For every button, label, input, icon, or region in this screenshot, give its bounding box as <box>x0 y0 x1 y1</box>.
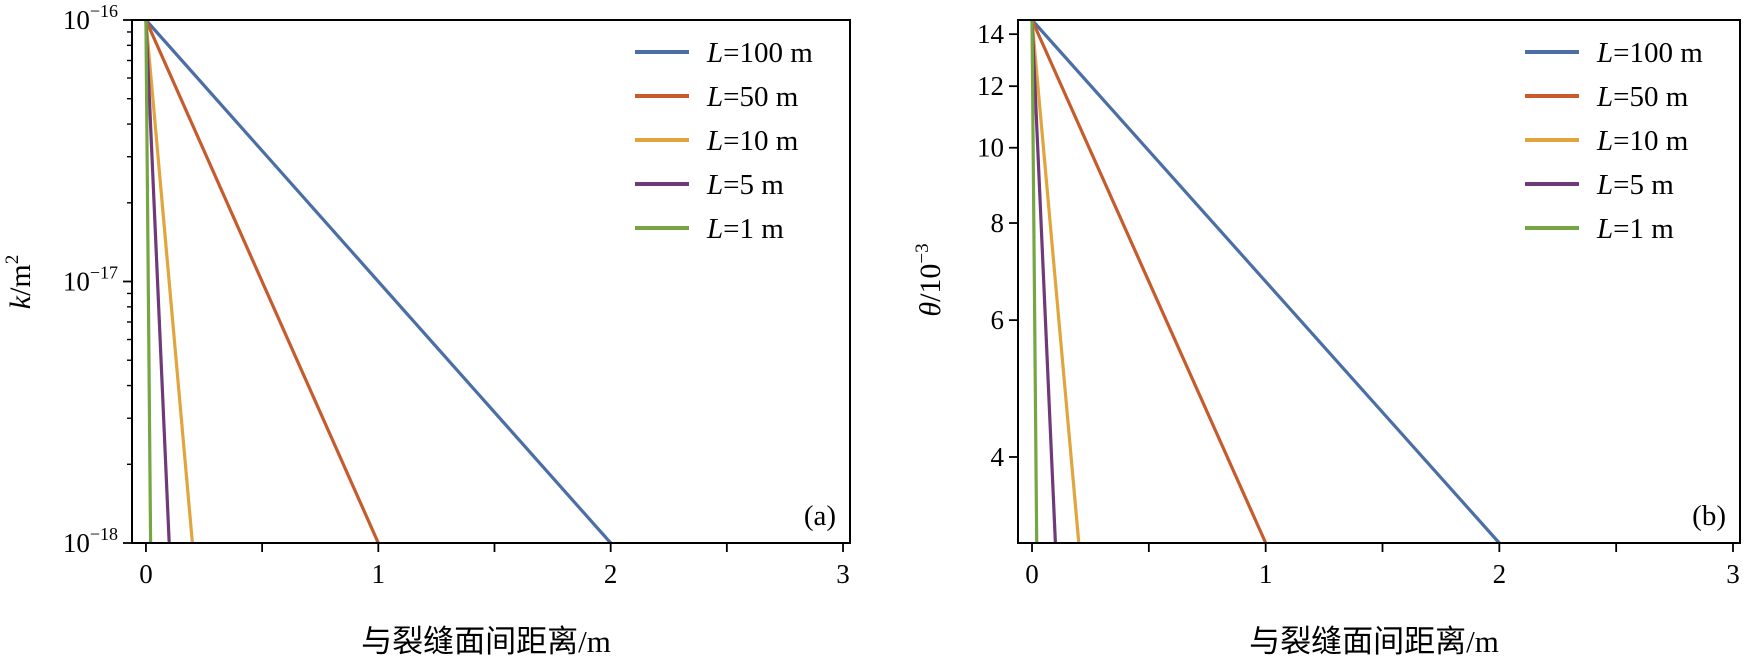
x-tick-label: 3 <box>836 559 850 589</box>
series-line-0 <box>1030 18 1501 545</box>
legend-label-rest: =1 m <box>1613 213 1674 245</box>
legend-label-2: L=10 m <box>706 125 799 157</box>
legend-label-rest: =50 m <box>723 81 799 113</box>
panel-label: (b) <box>1692 500 1726 532</box>
legend-label-rest: =1 m <box>723 213 784 245</box>
series-line-1 <box>1030 19 1268 544</box>
y-tick-label: 10 <box>977 133 1004 163</box>
legend-label-var: L <box>706 37 723 69</box>
legend: L=100 mL=50 mL=10 mL=5 mL=1 m <box>635 37 813 245</box>
series-line-3 <box>1030 19 1057 544</box>
legend-label-2: L=10 m <box>1596 125 1689 157</box>
legend-label-var: L <box>706 213 723 245</box>
series-line-4 <box>144 19 153 544</box>
series-line-2 <box>1030 19 1081 544</box>
y-axis-label-unit: /10 <box>914 264 947 302</box>
x-tick-label: 0 <box>139 559 153 589</box>
legend-label-3: L=5 m <box>706 169 784 201</box>
legend-label-4: L=1 m <box>1596 213 1674 245</box>
legend-label-rest: =10 m <box>723 125 799 157</box>
legend-label-var: L <box>1596 125 1613 157</box>
legend-label-rest: =50 m <box>1613 81 1689 113</box>
legend-label-rest: =5 m <box>1613 169 1674 201</box>
plot-frame <box>1017 19 1741 544</box>
y-axis-label: k/m2 <box>2 255 37 310</box>
y-axis-label-unit: /m <box>4 264 37 296</box>
y-tick-label: 10−18 <box>63 524 118 558</box>
legend-label-rest: =10 m <box>1613 125 1689 157</box>
x-tick-label: 1 <box>372 559 386 589</box>
x-tick-label: 2 <box>604 559 618 589</box>
y-tick-exponent: −16 <box>90 1 118 21</box>
y-axis-label: θ/10−3 <box>912 243 947 316</box>
y-tick-exponent: −18 <box>90 524 118 544</box>
legend-label-0: L=100 m <box>706 37 813 69</box>
y-tick-exponent: −17 <box>90 263 118 283</box>
legend-label-rest: =5 m <box>723 169 784 201</box>
y-tick-base: 10 <box>63 528 90 558</box>
y-tick-label: 4 <box>991 442 1005 472</box>
legend-label-rest: =100 m <box>723 37 813 69</box>
panel-label: (a) <box>804 500 836 532</box>
x-axis-label: 与裂缝面间距离/m <box>1249 624 1499 659</box>
x-tick-label: 3 <box>1726 559 1740 589</box>
panel-a: 0 1 2 310−1610−1710−18k/m2与裂缝面间距离/m(a)L=100… <box>2 1 851 659</box>
legend-label-var: L <box>706 125 723 157</box>
series-line-3 <box>144 19 171 544</box>
x-tick-label: 0 <box>1025 559 1039 589</box>
y-tick-label: 10−16 <box>63 1 118 35</box>
y-tick-label: 10−17 <box>63 263 118 297</box>
series-line-4 <box>1030 19 1039 544</box>
legend-label-1: L=50 m <box>706 81 799 113</box>
legend-label-1: L=50 m <box>1596 81 1689 113</box>
y-tick-label: 6 <box>991 305 1005 335</box>
legend-label-3: L=5 m <box>1596 169 1674 201</box>
legend-label-var: L <box>1596 37 1613 69</box>
y-tick-label: 8 <box>991 208 1005 238</box>
x-tick-label: 2 <box>1493 559 1507 589</box>
y-axis-label-symbol: k <box>4 295 37 309</box>
y-tick-base: 10 <box>63 5 90 35</box>
legend-label-var: L <box>1596 213 1613 245</box>
legend: L=100 mL=50 mL=10 mL=5 mL=1 m <box>1525 37 1703 245</box>
x-tick-label: 1 <box>1259 559 1273 589</box>
y-axis-label-sup: 2 <box>2 255 23 265</box>
series-line-2 <box>144 19 194 544</box>
legend-label-rest: =100 m <box>1613 37 1703 69</box>
y-axis-label-sup: −3 <box>912 243 933 263</box>
legend-label-var: L <box>1596 169 1613 201</box>
y-tick-label: 14 <box>977 19 1005 49</box>
legend-label-0: L=100 m <box>1596 37 1703 69</box>
legend-label-4: L=1 m <box>706 213 784 245</box>
x-axis-label: 与裂缝面间距离/m <box>361 624 611 659</box>
legend-label-var: L <box>706 81 723 113</box>
series-line-1 <box>144 19 380 544</box>
y-tick-base: 10 <box>63 267 90 297</box>
legend-label-var: L <box>1596 81 1613 113</box>
y-axis-label-symbol: θ <box>914 302 947 317</box>
y-tick-label: 12 <box>977 71 1004 101</box>
legend-label-var: L <box>706 169 723 201</box>
series-line-0 <box>144 18 612 545</box>
